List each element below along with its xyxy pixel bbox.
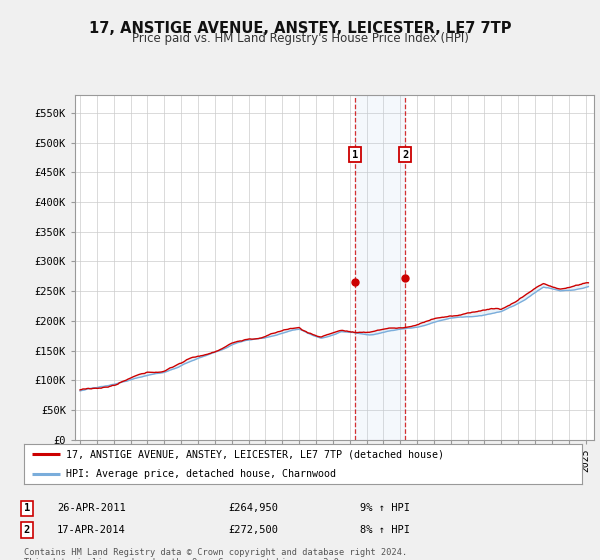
- Text: 26-APR-2011: 26-APR-2011: [57, 503, 126, 514]
- Text: 2: 2: [24, 525, 30, 535]
- Text: 9% ↑ HPI: 9% ↑ HPI: [360, 503, 410, 514]
- Bar: [355, 95, 405, 440]
- Text: 17, ANSTIGE AVENUE, ANSTEY, LEICESTER, LE7 7TP: 17, ANSTIGE AVENUE, ANSTEY, LEICESTER, L…: [89, 21, 511, 36]
- Text: Contains HM Land Registry data © Crown copyright and database right 2024.
This d: Contains HM Land Registry data © Crown c…: [24, 548, 407, 560]
- Text: 1: 1: [352, 150, 358, 160]
- Text: Price paid vs. HM Land Registry's House Price Index (HPI): Price paid vs. HM Land Registry's House …: [131, 32, 469, 45]
- Text: £264,950: £264,950: [228, 503, 278, 514]
- Text: 2: 2: [402, 150, 408, 160]
- Text: £272,500: £272,500: [228, 525, 278, 535]
- Text: 17, ANSTIGE AVENUE, ANSTEY, LEICESTER, LE7 7TP (detached house): 17, ANSTIGE AVENUE, ANSTEY, LEICESTER, L…: [66, 449, 444, 459]
- Text: 8% ↑ HPI: 8% ↑ HPI: [360, 525, 410, 535]
- Text: HPI: Average price, detached house, Charnwood: HPI: Average price, detached house, Char…: [66, 469, 336, 479]
- Text: 17-APR-2014: 17-APR-2014: [57, 525, 126, 535]
- Text: 1: 1: [24, 503, 30, 514]
